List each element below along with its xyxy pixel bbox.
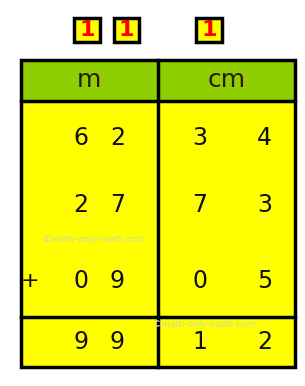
Text: 0: 0	[192, 269, 207, 293]
Text: 3: 3	[192, 126, 207, 150]
Text: ©math-only-math.com: ©math-only-math.com	[153, 320, 256, 329]
FancyBboxPatch shape	[74, 18, 99, 42]
FancyBboxPatch shape	[158, 317, 295, 367]
Text: 4: 4	[257, 126, 272, 150]
Text: ©math-only-math.com: ©math-only-math.com	[43, 235, 146, 244]
Text: 9: 9	[73, 330, 88, 354]
Text: 9: 9	[110, 269, 125, 293]
Text: 5: 5	[257, 269, 272, 293]
FancyBboxPatch shape	[21, 60, 158, 101]
Text: 1: 1	[192, 330, 207, 354]
FancyBboxPatch shape	[158, 60, 295, 101]
FancyBboxPatch shape	[21, 101, 158, 317]
Bar	[21, 60, 295, 367]
Text: 2: 2	[110, 126, 125, 150]
Text: 9: 9	[110, 330, 125, 354]
Text: +: +	[20, 271, 39, 291]
Text: 1: 1	[79, 20, 95, 40]
Text: 1: 1	[119, 20, 134, 40]
Text: 7: 7	[110, 193, 125, 217]
Text: 2: 2	[73, 193, 88, 217]
Text: 0: 0	[73, 269, 88, 293]
FancyBboxPatch shape	[114, 18, 139, 42]
FancyBboxPatch shape	[196, 18, 221, 42]
FancyBboxPatch shape	[158, 101, 295, 317]
Text: 6: 6	[73, 126, 88, 150]
Text: m: m	[77, 68, 102, 93]
Text: 2: 2	[257, 330, 272, 354]
Text: 1: 1	[201, 20, 217, 40]
Text: cm: cm	[207, 68, 246, 93]
FancyBboxPatch shape	[21, 317, 158, 367]
Text: 3: 3	[257, 193, 272, 217]
Text: 7: 7	[192, 193, 207, 217]
